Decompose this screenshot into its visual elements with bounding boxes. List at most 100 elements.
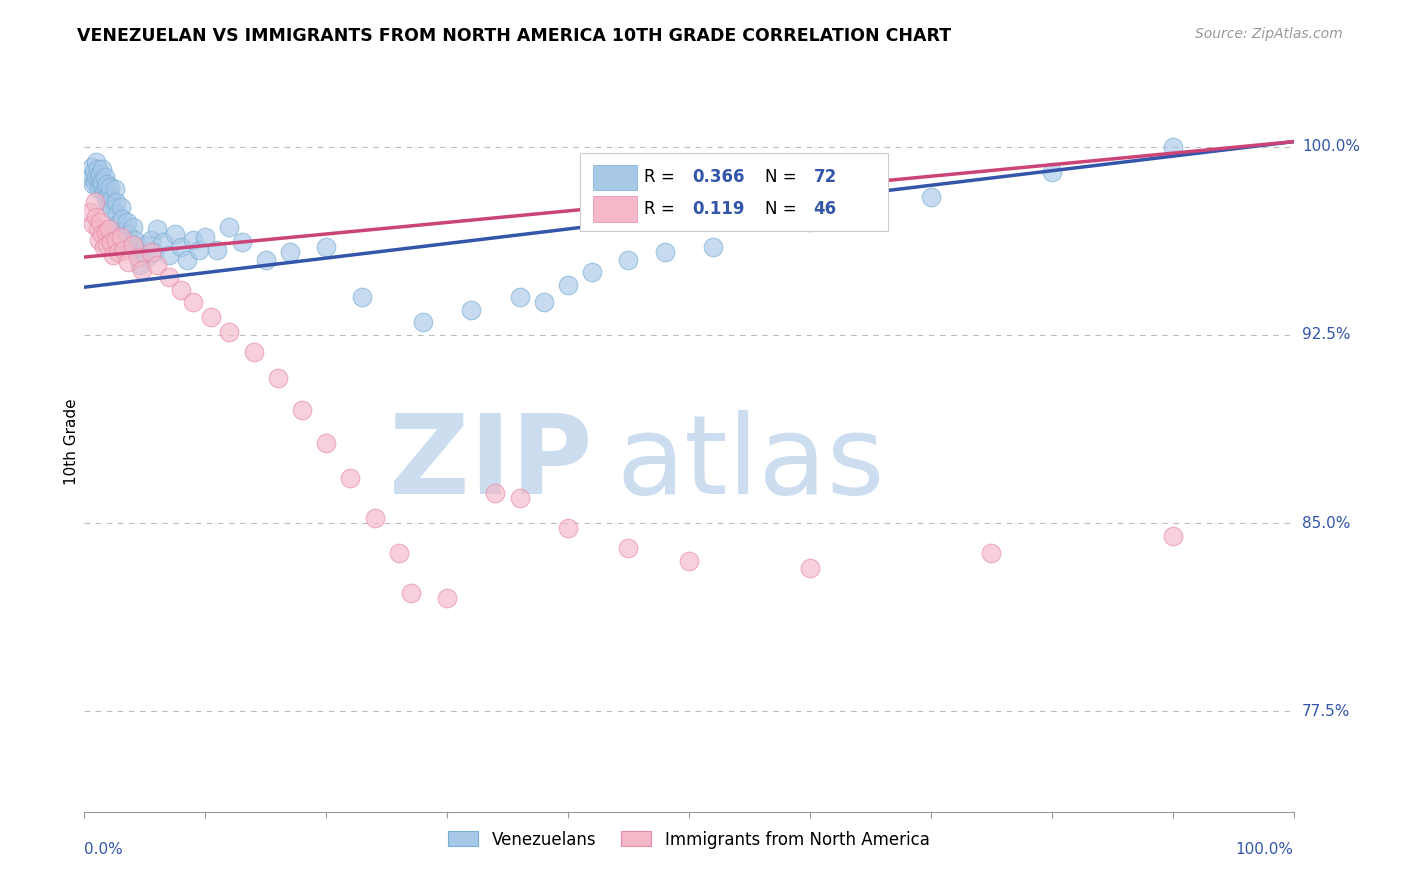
- Point: [84, 194, 107, 209]
- Point: [134, 237, 156, 252]
- Text: R =: R =: [644, 169, 675, 186]
- Point: [242, 345, 264, 359]
- Point: [291, 403, 314, 417]
- Point: [94, 192, 117, 206]
- Point: [200, 310, 222, 325]
- Point: [96, 178, 118, 192]
- Text: 72: 72: [814, 169, 837, 186]
- Point: [267, 370, 290, 384]
- Point: [131, 262, 153, 277]
- Point: [181, 295, 204, 310]
- Point: [86, 210, 108, 224]
- Point: [136, 250, 159, 264]
- Point: [484, 486, 506, 500]
- Point: [146, 222, 169, 236]
- Point: [86, 154, 108, 169]
- Point: [121, 219, 143, 234]
- Point: [1161, 529, 1184, 543]
- Point: [702, 240, 724, 254]
- Point: [86, 162, 108, 177]
- Text: N =: N =: [765, 169, 797, 186]
- Point: [98, 179, 121, 194]
- Point: [436, 591, 458, 606]
- Point: [110, 200, 132, 214]
- Y-axis label: 10th Grade: 10th Grade: [63, 398, 79, 485]
- Text: atlas: atlas: [616, 410, 884, 517]
- Point: [124, 233, 146, 247]
- Point: [117, 255, 139, 269]
- Point: [399, 586, 422, 600]
- Point: [363, 511, 385, 525]
- Point: [152, 235, 174, 249]
- Point: [121, 237, 143, 252]
- Point: [104, 194, 127, 209]
- Point: [146, 258, 169, 272]
- Point: [93, 240, 115, 254]
- Point: [509, 491, 531, 505]
- Point: [181, 233, 204, 247]
- FancyBboxPatch shape: [593, 165, 637, 190]
- Point: [278, 245, 301, 260]
- Point: [352, 290, 374, 304]
- Point: [90, 178, 112, 192]
- Point: [127, 245, 149, 260]
- Point: [388, 546, 411, 560]
- Point: [339, 471, 361, 485]
- Point: [93, 185, 115, 199]
- Point: [920, 190, 942, 204]
- Point: [87, 182, 110, 196]
- Point: [97, 197, 120, 211]
- Point: [157, 270, 180, 285]
- Point: [165, 227, 187, 242]
- Text: Source: ZipAtlas.com: Source: ZipAtlas.com: [1195, 27, 1343, 41]
- Point: [117, 227, 139, 242]
- Point: [110, 230, 132, 244]
- Point: [112, 243, 135, 257]
- Point: [91, 162, 114, 177]
- Point: [980, 546, 1002, 560]
- Point: [533, 295, 555, 310]
- Text: 46: 46: [814, 200, 837, 218]
- Point: [83, 165, 105, 179]
- Point: [218, 326, 240, 340]
- Point: [139, 245, 162, 260]
- Point: [107, 218, 129, 232]
- Text: N =: N =: [765, 200, 797, 218]
- Text: 0.119: 0.119: [693, 200, 745, 218]
- Legend: Venezuelans, Immigrants from North America: Venezuelans, Immigrants from North Ameri…: [441, 824, 936, 855]
- Point: [654, 245, 676, 260]
- Point: [94, 225, 117, 239]
- Point: [100, 192, 122, 206]
- Point: [254, 252, 277, 267]
- Text: 92.5%: 92.5%: [1302, 327, 1350, 343]
- Point: [97, 187, 120, 202]
- Point: [112, 235, 135, 249]
- Point: [79, 169, 101, 184]
- Text: 77.5%: 77.5%: [1302, 704, 1350, 719]
- Point: [87, 172, 110, 186]
- Point: [115, 215, 138, 229]
- Point: [94, 169, 117, 184]
- Point: [557, 521, 579, 535]
- Point: [799, 561, 821, 575]
- Point: [91, 227, 114, 242]
- Point: [207, 243, 229, 257]
- Point: [176, 252, 198, 267]
- Point: [509, 290, 531, 304]
- Text: 100.0%: 100.0%: [1302, 139, 1360, 154]
- Point: [218, 219, 240, 234]
- Point: [412, 315, 434, 329]
- Point: [139, 233, 162, 247]
- Point: [104, 233, 127, 247]
- Point: [127, 250, 149, 264]
- Point: [101, 202, 124, 217]
- Point: [143, 245, 166, 260]
- Text: 0.366: 0.366: [693, 169, 745, 186]
- Point: [315, 435, 337, 450]
- Point: [87, 233, 110, 247]
- Point: [188, 243, 211, 257]
- Text: 85.0%: 85.0%: [1302, 516, 1350, 531]
- Point: [84, 175, 107, 189]
- FancyBboxPatch shape: [593, 196, 637, 221]
- Point: [617, 252, 640, 267]
